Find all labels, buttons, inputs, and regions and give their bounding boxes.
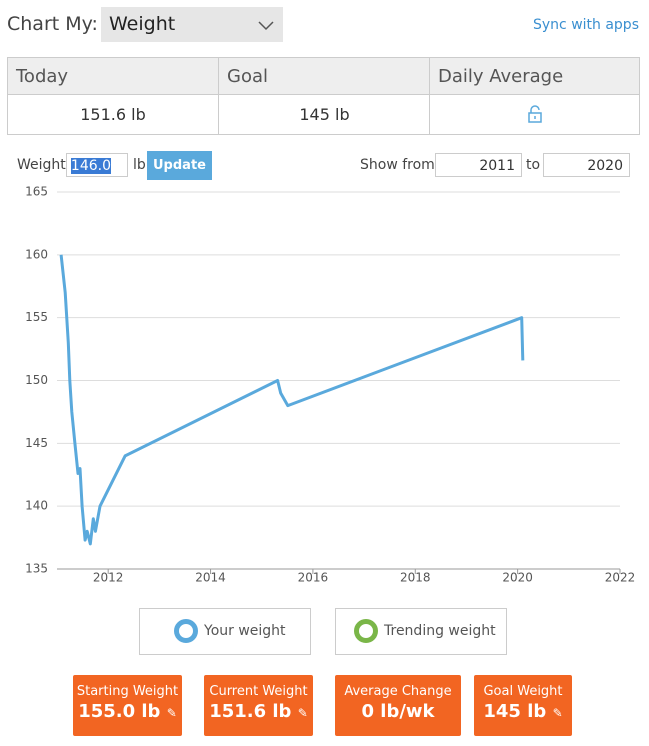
stat-label: Average Change — [344, 684, 452, 699]
stat-value: 145 lb — [483, 701, 547, 722]
y-tick-label: 150 — [25, 373, 48, 387]
sync-link[interactable]: Sync with apps — [533, 17, 639, 33]
stat-box: Starting Weight 155.0 lb ✎ — [73, 675, 182, 736]
weight-input[interactable]: 146.0 — [66, 153, 128, 177]
stat-label: Goal Weight — [483, 684, 563, 699]
chevron — [258, 21, 274, 31]
stat-value: 151.6 lb — [209, 701, 292, 722]
table-header: Today — [8, 58, 218, 95]
stat-value: 0 lb/wk — [361, 701, 435, 722]
to-input[interactable]: 2020 — [543, 153, 630, 177]
stat-label: Current Weight — [209, 684, 308, 699]
y-tick-label: 165 — [25, 185, 48, 199]
table-cell: 151.6 lb — [80, 105, 146, 124]
unit-label: lb — [133, 157, 146, 173]
edit-icon[interactable]: ✎ — [166, 706, 177, 720]
x-tick-label: 2022 — [605, 571, 636, 585]
lock-cell — [429, 95, 640, 134]
to-label: to — [526, 157, 541, 173]
update-button[interactable]: Update — [147, 151, 212, 180]
legend-label: Your weight — [204, 623, 286, 639]
chart-my-label: Chart My: — [7, 13, 98, 35]
y-tick-label: 145 — [25, 436, 48, 450]
y-tick-label: 160 — [25, 247, 48, 261]
table-cell: 145 lb — [218, 95, 430, 134]
show-from-label: Show from — [360, 157, 435, 173]
summary-table: Today Goal Daily Average 151.6 lb 145 lb — [7, 57, 640, 135]
y-tick-label: 155 — [25, 310, 48, 324]
chart: 135 140 145 150 155 160 165 2012 2014 2016 2018 202… — [25, 185, 636, 585]
stat-value: 155.0 lb — [78, 701, 161, 722]
x-tick-label: 2020 — [502, 571, 533, 585]
select-value: Weight — [109, 13, 176, 35]
weight-label: Weight — [17, 157, 66, 173]
y-tick-label: 135 — [25, 562, 48, 576]
legend-swatch — [354, 619, 378, 643]
x-tick-label: 2012 — [93, 571, 124, 585]
table-header: Goal — [218, 58, 429, 95]
edit-icon[interactable]: ✎ — [552, 706, 563, 720]
legend-item[interactable]: Trending weight — [335, 608, 507, 655]
x-tick-label: 2014 — [195, 571, 226, 585]
stat-label: Starting Weight — [76, 684, 179, 699]
stat-box: Goal Weight 145 lb ✎ — [474, 675, 572, 736]
table-header: Daily Average — [429, 58, 639, 95]
metric-select[interactable]: Weight — [101, 7, 283, 42]
legend-item[interactable]: Your weight — [139, 608, 311, 655]
lock-icon[interactable] — [526, 104, 544, 124]
stat-box: Current Weight 151.6 lb ✎ — [204, 675, 313, 736]
legend-swatch — [174, 619, 198, 643]
x-tick-label: 2016 — [298, 571, 329, 585]
legend-label: Trending weight — [384, 623, 496, 639]
stat-box: Average Change 0 lb/wk — [335, 675, 461, 736]
input-value: 146.0 — [70, 158, 111, 174]
y-tick-label: 140 — [25, 499, 48, 513]
edit-icon[interactable]: ✎ — [297, 706, 308, 720]
x-tick-label: 2018 — [400, 571, 431, 585]
from-input[interactable]: 2011 — [435, 153, 522, 177]
weight-line — [59, 254, 525, 546]
